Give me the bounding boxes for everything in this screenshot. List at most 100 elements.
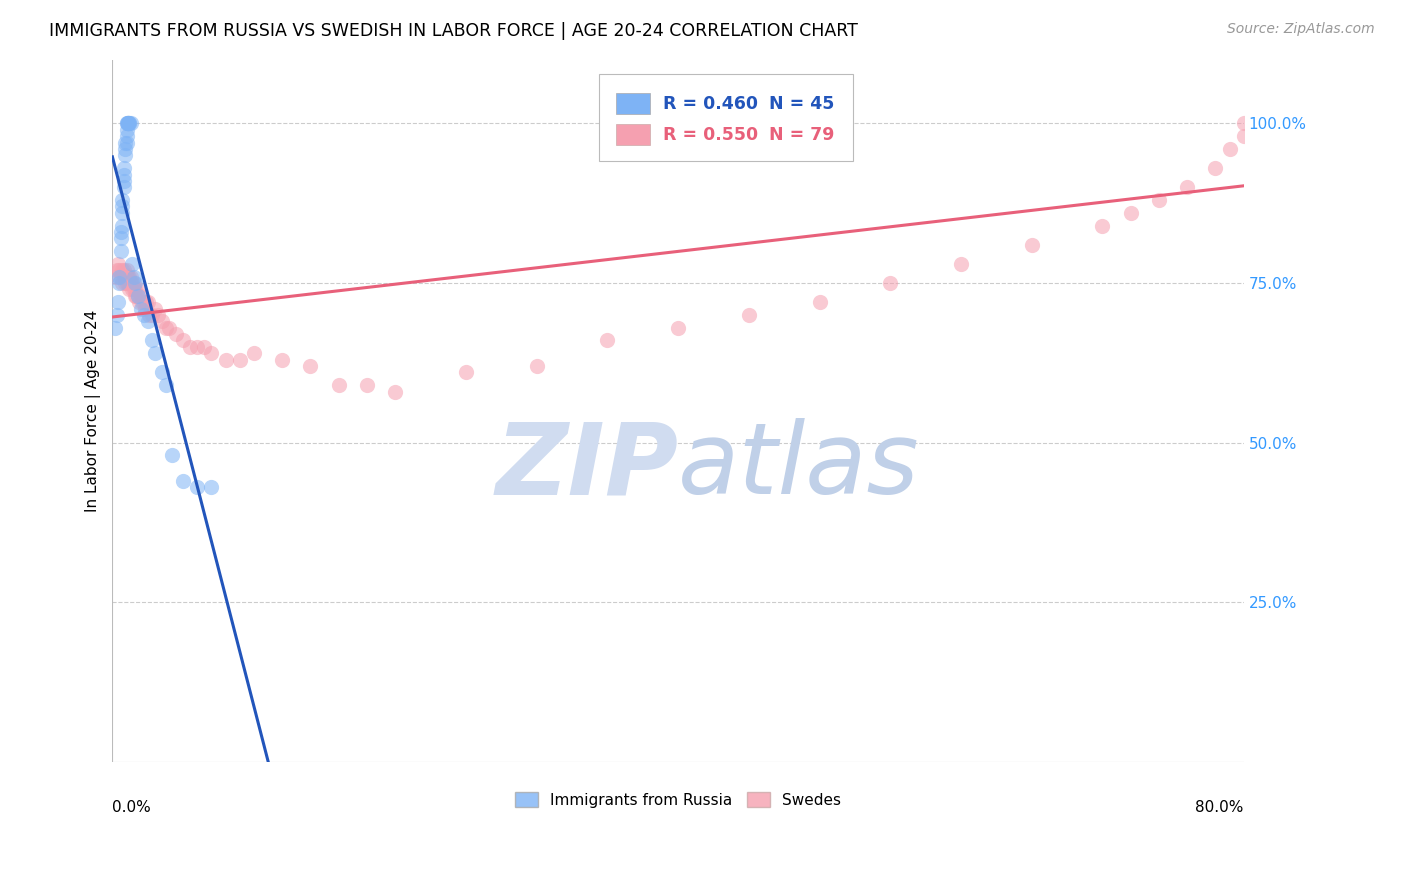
Point	[112, 180, 135, 194]
Point	[155, 320, 177, 334]
Point	[271, 352, 294, 367]
Point	[110, 225, 132, 239]
Point	[124, 289, 146, 303]
Point	[200, 480, 222, 494]
FancyBboxPatch shape	[616, 124, 650, 145]
Point	[146, 308, 169, 322]
Point	[112, 263, 135, 277]
Point	[117, 116, 139, 130]
Point	[108, 276, 131, 290]
Point	[193, 340, 215, 354]
Point	[1233, 129, 1256, 144]
Point	[808, 295, 831, 310]
Point	[1119, 206, 1142, 220]
Point	[105, 263, 128, 277]
Legend: Immigrants from Russia, Swedes: Immigrants from Russia, Swedes	[509, 786, 848, 814]
Point	[111, 219, 134, 233]
Point	[118, 116, 141, 130]
Point	[107, 295, 129, 310]
Point	[118, 269, 141, 284]
Point	[157, 320, 180, 334]
Point	[110, 269, 132, 284]
Point	[141, 334, 163, 348]
Text: atlas: atlas	[678, 418, 920, 516]
Point	[114, 148, 136, 162]
Point	[143, 301, 166, 316]
Point	[141, 308, 163, 322]
Point	[228, 352, 250, 367]
Point	[110, 244, 132, 259]
Point	[110, 231, 132, 245]
Point	[179, 340, 201, 354]
Point	[132, 308, 155, 322]
Point	[117, 269, 139, 284]
Point	[117, 116, 139, 130]
Point	[115, 136, 138, 150]
Point	[136, 295, 159, 310]
Point	[121, 282, 143, 296]
Point	[1261, 116, 1284, 130]
Text: N = 79: N = 79	[769, 126, 834, 144]
Point	[526, 359, 548, 373]
Text: ZIP: ZIP	[495, 418, 678, 516]
Point	[114, 269, 136, 284]
Point	[949, 257, 972, 271]
Point	[121, 276, 143, 290]
Point	[150, 314, 173, 328]
Point	[1205, 161, 1227, 175]
Point	[112, 269, 135, 284]
Point	[384, 384, 406, 399]
Point	[108, 263, 131, 277]
Point	[112, 168, 135, 182]
Point	[114, 142, 136, 156]
FancyBboxPatch shape	[616, 94, 650, 114]
Point	[129, 289, 152, 303]
Text: IMMIGRANTS FROM RUSSIA VS SWEDISH IN LABOR FORCE | AGE 20-24 CORRELATION CHART: IMMIGRANTS FROM RUSSIA VS SWEDISH IN LAB…	[49, 22, 858, 40]
Point	[1233, 116, 1256, 130]
Point	[1275, 116, 1298, 130]
Point	[356, 378, 378, 392]
Point	[172, 474, 194, 488]
Point	[104, 320, 127, 334]
Point	[454, 365, 477, 379]
Point	[135, 295, 157, 310]
Point	[112, 161, 135, 175]
Point	[104, 269, 127, 284]
Point	[1091, 219, 1114, 233]
Point	[186, 340, 208, 354]
Text: R = 0.460: R = 0.460	[664, 95, 758, 112]
Point	[172, 334, 194, 348]
Point	[111, 206, 134, 220]
Point	[150, 365, 173, 379]
Point	[118, 116, 141, 130]
Point	[128, 295, 150, 310]
Point	[1175, 180, 1198, 194]
Point	[121, 257, 143, 271]
Point	[1289, 116, 1312, 130]
Point	[125, 289, 148, 303]
Point	[136, 314, 159, 328]
Point	[115, 263, 138, 277]
Text: R = 0.550: R = 0.550	[664, 126, 758, 144]
Point	[117, 276, 139, 290]
Point	[132, 295, 155, 310]
Point	[108, 269, 131, 284]
Point	[115, 269, 138, 284]
Text: Source: ZipAtlas.com: Source: ZipAtlas.com	[1227, 22, 1375, 37]
Point	[155, 378, 177, 392]
Point	[186, 480, 208, 494]
Point	[666, 320, 689, 334]
Point	[328, 378, 350, 392]
Point	[879, 276, 901, 290]
Point	[120, 276, 142, 290]
Point	[111, 199, 134, 213]
Point	[122, 282, 145, 296]
Point	[165, 327, 187, 342]
Point	[111, 276, 134, 290]
Point	[115, 123, 138, 137]
Point	[243, 346, 266, 360]
Y-axis label: In Labor Force | Age 20-24: In Labor Force | Age 20-24	[86, 310, 101, 512]
Point	[117, 116, 139, 130]
Point	[214, 352, 236, 367]
Point	[1219, 142, 1241, 156]
